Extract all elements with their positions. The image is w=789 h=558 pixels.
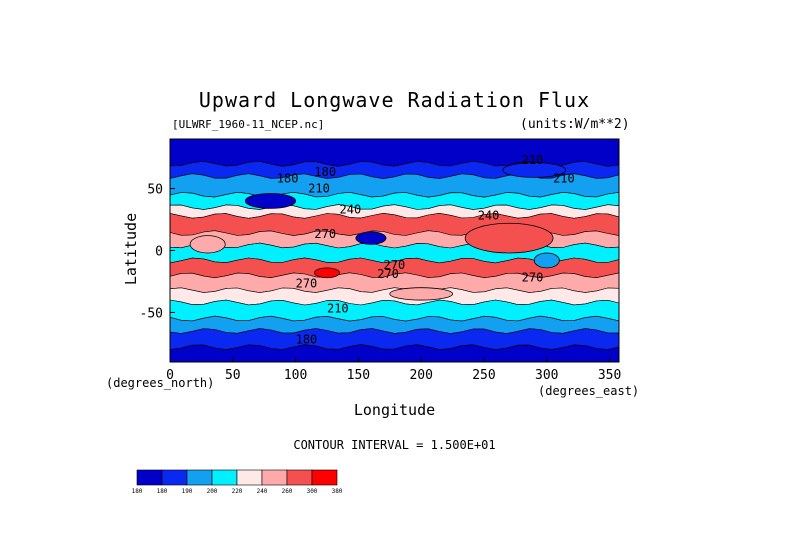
x-units-note: (degrees_east) [538,384,640,398]
contour-label: 180 [277,171,299,185]
colorbar-label: 380 [332,488,343,495]
y-units-note: (degrees_north) [106,376,215,390]
colorbar-label: 180 [157,488,168,495]
contour-label: 270 [384,258,406,272]
contour-label: 210 [553,171,575,185]
colorbar-swatch [236,469,263,486]
colorbar-swatch [311,469,338,486]
colorbar-label: 220 [232,488,243,495]
x-tick-label: 250 [472,368,495,383]
colorbar-swatch [211,469,238,486]
x-tick-label: 300 [535,368,558,383]
colorbar-swatch [136,469,163,486]
contour-label: 270 [377,267,399,281]
contour-label: 180 [314,165,336,179]
x-tick-label: 350 [598,368,621,383]
heatmap-band [170,139,619,167]
colorbar-swatch [286,469,313,486]
heatmap-feature [389,287,453,301]
heatmap-feature [189,235,226,254]
file-name-label: [ULWRF_1960-11_NCEP.nc] [172,118,325,131]
y-tick-label: 0 [155,245,163,260]
x-tick-label: 200 [409,368,432,383]
contour-label: 270 [314,227,336,241]
colorbar-label: 240 [257,488,268,495]
colorbar-label: 180 [132,488,143,495]
contour-label: 210 [327,301,349,315]
colorbar-swatch [161,469,188,486]
chart-title: Upward Longwave Radiation Flux [198,88,591,112]
x-tick-label: 50 [225,368,241,383]
colorbar-label: 300 [307,488,318,495]
heatmap-feature [502,162,567,178]
x-tick-label: 0 [166,368,174,383]
y-tick-label: -50 [140,306,163,321]
colorbar-swatch [186,469,213,486]
y-tick-label: 50 [147,183,163,198]
colorbar-label: 260 [282,488,293,495]
x-tick-label: 100 [284,368,307,383]
heatmap-feature [464,222,554,254]
x-tick-label: 150 [347,368,370,383]
contour-label: 270 [296,277,318,291]
colorbar-swatch [261,469,288,486]
contour-label: 210 [522,153,544,167]
heatmap-band [170,212,619,236]
heatmap-feature [244,193,296,209]
colorbar-label: 190 [182,488,193,495]
heatmap-feature [533,252,560,269]
heatmap-feature [314,267,340,279]
colorbar-label: 200 [207,488,218,495]
units-label: (units:W/m**2) [520,117,630,132]
heatmap-feature [355,231,387,245]
contour-label: 240 [478,209,500,223]
x-axis-label: Longitude [353,401,436,419]
contour-label: 240 [340,202,362,216]
contour-label: 270 [522,270,544,284]
contour-label: 180 [296,332,318,346]
contour-interval-label: CONTOUR INTERVAL = 1.500E+01 [293,438,496,452]
heatmap-band [170,344,619,362]
contour-label: 210 [308,181,330,195]
